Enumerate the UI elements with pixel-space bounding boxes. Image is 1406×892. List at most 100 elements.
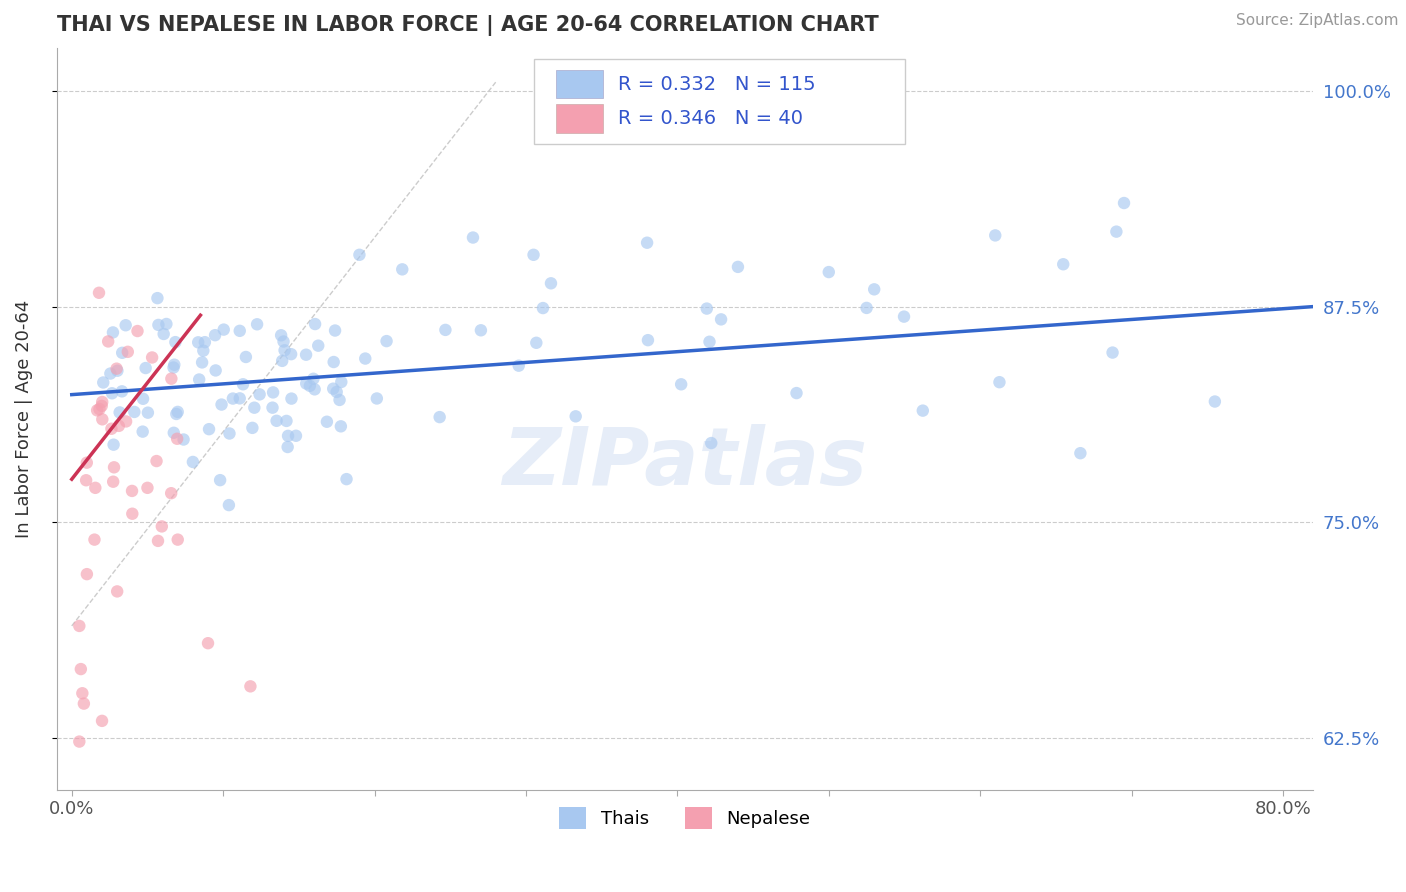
Point bbox=[187, 335, 209, 350]
Point bbox=[222, 392, 245, 406]
Point bbox=[540, 277, 562, 291]
Point bbox=[429, 410, 451, 425]
Point bbox=[508, 359, 530, 373]
Point bbox=[166, 405, 188, 419]
Point bbox=[285, 429, 308, 443]
Point bbox=[1204, 394, 1226, 409]
Point bbox=[72, 686, 94, 700]
Point bbox=[229, 392, 252, 406]
Point bbox=[295, 376, 318, 391]
Point bbox=[295, 348, 318, 362]
Point bbox=[366, 392, 388, 406]
Point bbox=[160, 486, 183, 500]
Point bbox=[302, 372, 325, 386]
Point bbox=[329, 419, 352, 434]
Point bbox=[218, 426, 240, 441]
Point bbox=[193, 343, 215, 358]
Point bbox=[83, 533, 105, 547]
Point bbox=[273, 343, 295, 358]
Point bbox=[173, 433, 195, 447]
Point bbox=[124, 405, 146, 419]
Point bbox=[316, 415, 339, 429]
Point bbox=[73, 697, 96, 711]
Point bbox=[863, 282, 886, 296]
Point bbox=[135, 361, 157, 376]
Point bbox=[1105, 225, 1128, 239]
Point bbox=[75, 473, 97, 487]
Point bbox=[136, 481, 159, 495]
Point bbox=[204, 363, 226, 377]
Point bbox=[105, 361, 128, 376]
Point bbox=[434, 323, 457, 337]
Point bbox=[298, 379, 321, 393]
Point bbox=[893, 310, 915, 324]
Point bbox=[103, 438, 125, 452]
Point bbox=[524, 335, 547, 350]
Point bbox=[97, 334, 120, 349]
Point bbox=[191, 355, 214, 369]
Point bbox=[786, 386, 808, 401]
Point bbox=[273, 334, 295, 349]
Point bbox=[817, 265, 839, 279]
Point bbox=[335, 472, 357, 486]
Point bbox=[564, 409, 586, 424]
Point bbox=[249, 387, 271, 401]
Point bbox=[1052, 257, 1074, 271]
Point bbox=[67, 734, 90, 748]
Point bbox=[162, 360, 184, 375]
Point bbox=[117, 344, 139, 359]
Point bbox=[277, 440, 299, 454]
Point bbox=[163, 358, 186, 372]
Point bbox=[262, 401, 284, 415]
Point bbox=[152, 326, 174, 341]
Point bbox=[103, 460, 125, 475]
Point bbox=[91, 714, 114, 728]
Point bbox=[349, 248, 371, 262]
Point bbox=[121, 483, 143, 498]
Point bbox=[91, 395, 114, 409]
Point bbox=[111, 384, 134, 399]
Point bbox=[266, 414, 288, 428]
Point bbox=[145, 454, 167, 468]
Point bbox=[76, 567, 98, 582]
Point bbox=[160, 372, 183, 386]
Point bbox=[166, 432, 188, 446]
Point bbox=[470, 323, 492, 337]
Point bbox=[988, 375, 1011, 389]
Point bbox=[86, 403, 108, 417]
Point bbox=[131, 425, 153, 439]
Point bbox=[637, 333, 659, 347]
Point bbox=[235, 350, 257, 364]
Point bbox=[101, 386, 124, 401]
Point bbox=[69, 662, 91, 676]
Point bbox=[84, 481, 107, 495]
Point bbox=[700, 436, 723, 450]
Point bbox=[127, 324, 149, 338]
Point bbox=[322, 355, 344, 369]
Point bbox=[855, 301, 877, 315]
Point bbox=[76, 456, 98, 470]
Point bbox=[307, 339, 329, 353]
Point bbox=[461, 230, 484, 244]
Point bbox=[91, 376, 114, 390]
Point bbox=[531, 301, 554, 315]
Text: Source: ZipAtlas.com: Source: ZipAtlas.com bbox=[1236, 13, 1399, 29]
Point bbox=[100, 367, 122, 381]
FancyBboxPatch shape bbox=[555, 104, 603, 133]
Point bbox=[197, 636, 219, 650]
Point bbox=[271, 354, 294, 368]
Point bbox=[984, 228, 1007, 243]
FancyBboxPatch shape bbox=[555, 70, 603, 98]
Point bbox=[323, 324, 346, 338]
Point bbox=[229, 324, 252, 338]
Point bbox=[91, 412, 114, 426]
Point bbox=[107, 364, 129, 378]
Point bbox=[181, 455, 204, 469]
Point bbox=[911, 403, 934, 417]
Point bbox=[391, 262, 413, 277]
Point bbox=[696, 301, 718, 316]
Point bbox=[148, 318, 170, 332]
Point bbox=[232, 377, 254, 392]
Point bbox=[111, 346, 134, 360]
Text: R = 0.332   N = 115: R = 0.332 N = 115 bbox=[619, 75, 815, 94]
